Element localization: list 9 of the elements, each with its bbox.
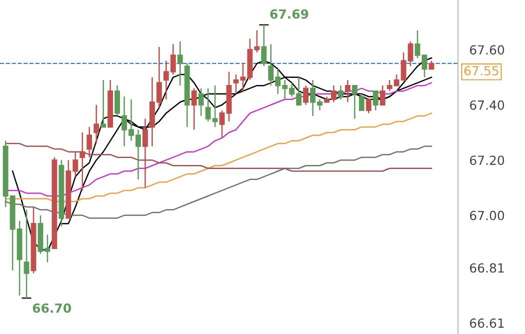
annotation: 66.70 (32, 303, 72, 313)
annotation: 67.69 (270, 9, 308, 19)
y-tick-label: 66.61 (470, 318, 504, 328)
y-tick-label: 66.81 (470, 263, 504, 273)
ref-line-label: 67.55 (464, 66, 498, 76)
y-tick-label: 67.40 (470, 100, 504, 110)
y-tick-label: 67.20 (470, 156, 504, 166)
y-tick-label: 67.00 (470, 210, 504, 220)
y-tick-label: 67.60 (470, 45, 504, 55)
